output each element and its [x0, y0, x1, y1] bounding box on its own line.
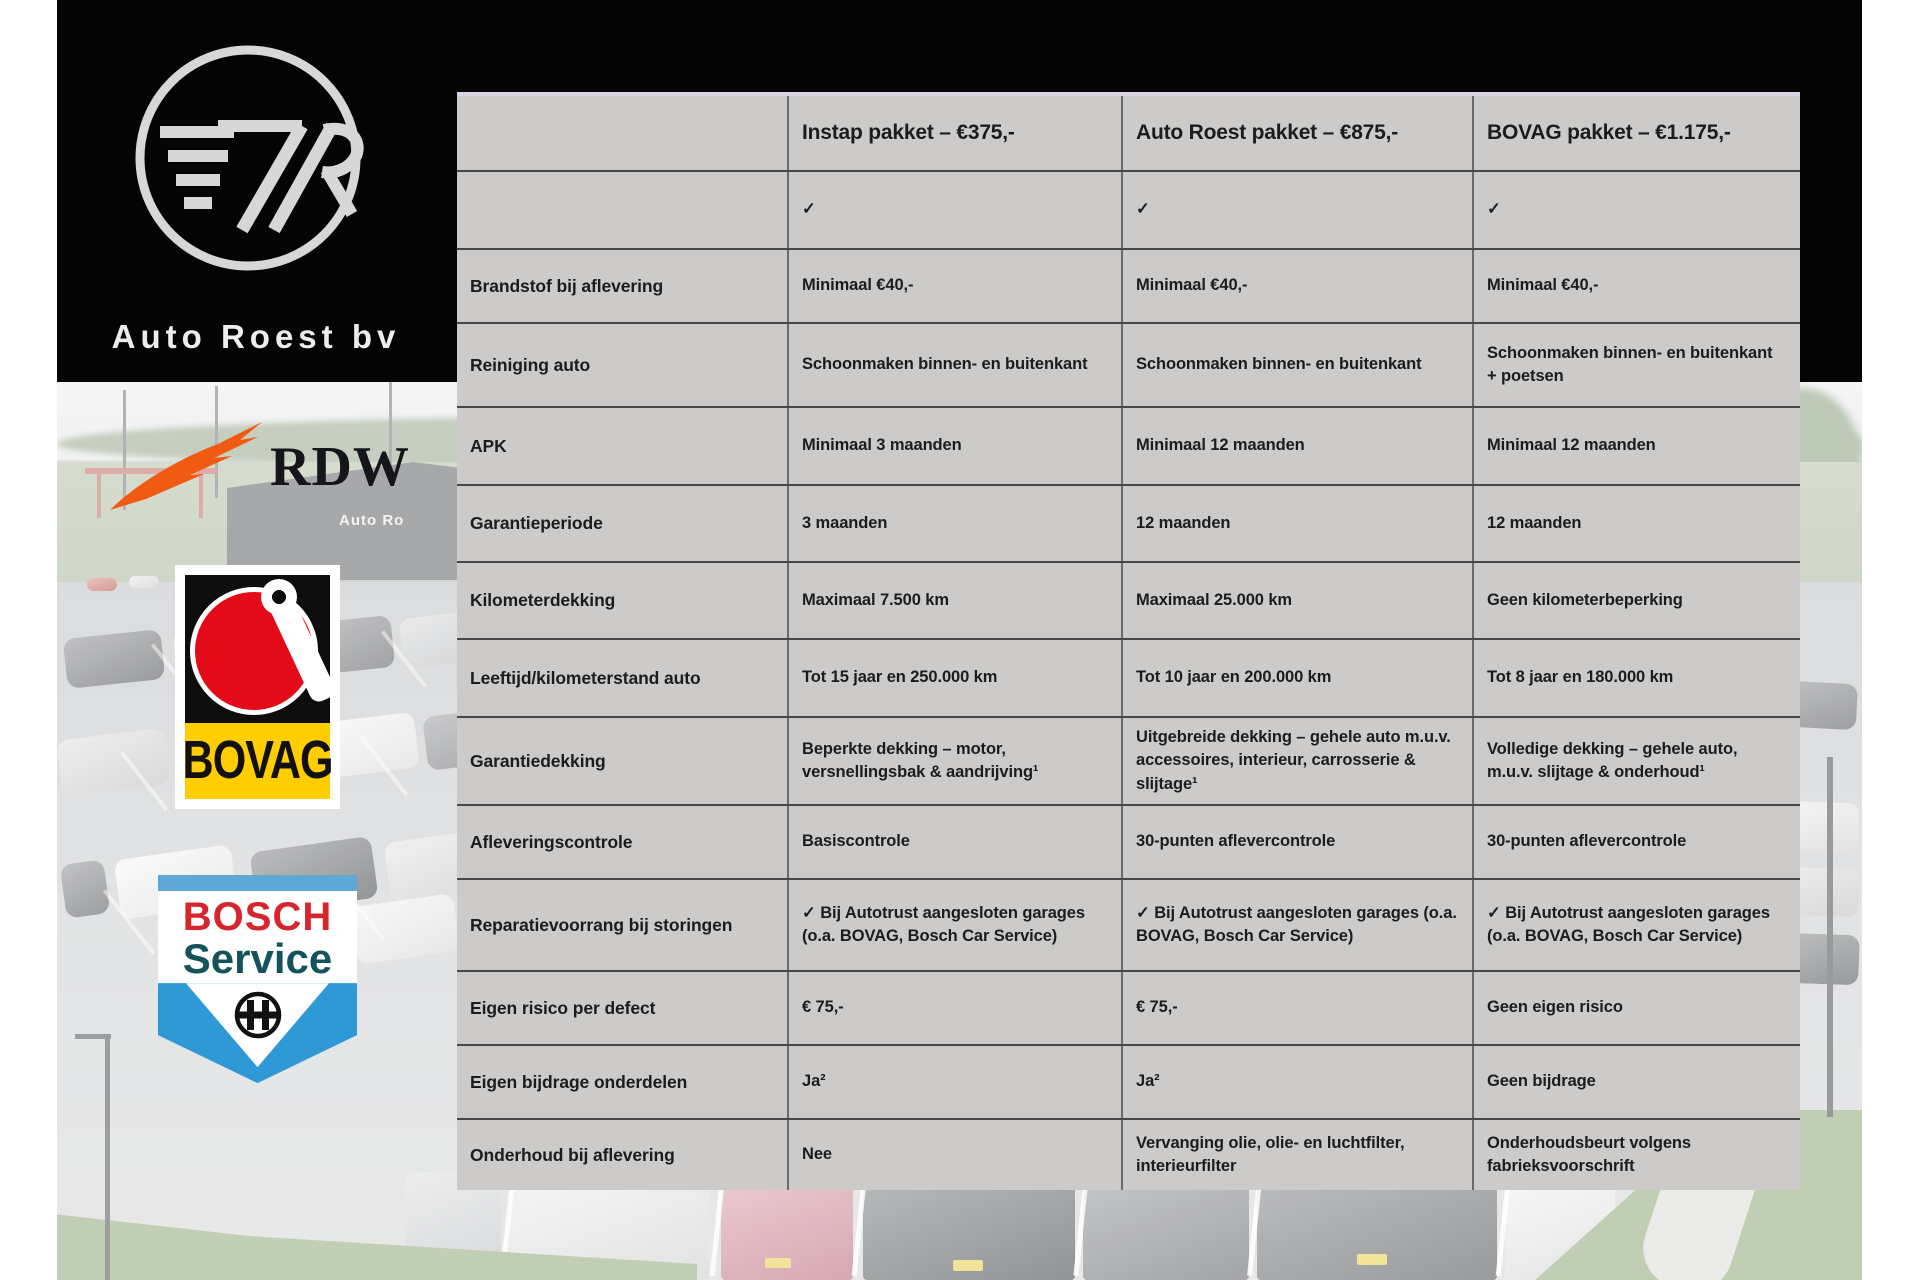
row-label: Afleveringscontrole	[457, 806, 787, 878]
table-row: Brandstof bij aflevering Minimaal €40,- Mi…	[457, 248, 1800, 322]
row-label: APK	[457, 408, 787, 484]
table-row: APK Minimaal 3 maanden Minimaal 12 maanden…	[457, 406, 1800, 484]
table-cell: ✓	[787, 172, 1121, 248]
table-cell: 3 maanden	[787, 486, 1121, 561]
table-row: Leeftijd/kilometerstand auto Tot 15 jaar …	[457, 638, 1800, 716]
table-cell: ✓	[1472, 172, 1800, 248]
row-label: Eigen bijdrage onderdelen	[457, 1046, 787, 1118]
bosch-service-wordmark: Service	[182, 935, 333, 982]
table-cell: ✓ Bij Autotrust aangesloten garages (o.a…	[1472, 880, 1800, 970]
bosch-wordmark: BOSCH	[182, 895, 333, 939]
table-cell: Onderhoudsbeurt volgens fabrieksvoorschr…	[1472, 1120, 1800, 1190]
table-cell: € 75,-	[1121, 972, 1472, 1044]
table-cell: Basiscontrole	[787, 806, 1121, 878]
table-cell: € 75,-	[787, 972, 1121, 1044]
table-cell: Nee	[787, 1120, 1121, 1190]
row-label: Garantieperiode	[457, 486, 787, 561]
table-cell: Minimaal €40,-	[1472, 250, 1800, 322]
package-comparison-table: Instap pakket – €375,- Auto Roest pakket …	[457, 92, 1800, 1190]
table-row: Garantieperiode 3 maanden 12 maanden 12 maa…	[457, 484, 1800, 561]
table-cell: Geen bijdrage	[1472, 1046, 1800, 1118]
column-header: BOVAG pakket – €1.175,-	[1472, 96, 1800, 170]
table-cell: ✓ Bij Autotrust aangesloten garages (o.a…	[787, 880, 1121, 970]
bosch-service-logo: BOSCH Service	[158, 875, 357, 1084]
table-cell: Minimaal €40,-	[1121, 250, 1472, 322]
table-cell: Beperkte dekking – motor, versnellingsba…	[787, 718, 1121, 804]
table-cell: Schoonmaken binnen- en buitenkant	[787, 324, 1121, 406]
table-row: Reiniging auto Schoonmaken binnen- en bui…	[457, 322, 1800, 406]
bovag-band: BOVAG	[182, 723, 333, 799]
table-cell: Minimaal 12 maanden	[1121, 408, 1472, 484]
table-cell: Minimaal 3 maanden	[787, 408, 1121, 484]
table-row: Instap pakket – €375,- Auto Roest pakket …	[457, 96, 1800, 170]
table-row: Eigen risico per defect € 75,- € 75,- Geen …	[457, 970, 1800, 1044]
bosch-sign-bottom	[158, 983, 357, 1084]
table-cell: Ja²	[787, 1046, 1121, 1118]
table-row: Reparatievoorrang bij storingen ✓ Bij Aut…	[457, 878, 1800, 970]
rdw-wordmark: RDW	[270, 436, 410, 498]
table-cell: 12 maanden	[1472, 486, 1800, 561]
bovag-wordmark: BOVAG	[182, 730, 333, 791]
auto-roest-monogram-icon	[135, 45, 364, 271]
table-cell: 12 maanden	[1121, 486, 1472, 561]
table-cell: Schoonmaken binnen- en buitenkant	[1121, 324, 1472, 406]
table-row: ✓ ✓ ✓	[457, 170, 1800, 248]
row-label: Onderhoud bij aflevering	[457, 1120, 787, 1190]
table-cell: 30-punten aflevercontrole	[1121, 806, 1472, 878]
table-cell: Uitgebreide dekking – gehele auto m.u.v.…	[1121, 718, 1472, 804]
rdw-flame-icon	[110, 422, 262, 510]
bovag-donut	[261, 579, 297, 615]
table-cell: Geen kilometerbeperking	[1472, 563, 1800, 638]
table-cell: 30-punten aflevercontrole	[1472, 806, 1800, 878]
table-cell: Tot 10 jaar en 200.000 km	[1121, 640, 1472, 716]
table-cell: Volledige dekking – gehele auto, m.u.v. …	[1472, 718, 1800, 804]
bovag-symbol-icon	[185, 575, 330, 723]
table-cell: Vervanging olie, olie- en luchtfilter, i…	[1121, 1120, 1472, 1190]
row-label: Eigen risico per defect	[457, 972, 787, 1044]
table-cell: Maximaal 25.000 km	[1121, 563, 1472, 638]
bosch-top-strip	[158, 875, 357, 891]
column-header: Instap pakket – €375,-	[787, 96, 1121, 170]
row-label: Reiniging auto	[457, 324, 787, 406]
table-cell: Tot 8 jaar en 180.000 km	[1472, 640, 1800, 716]
row-label: Garantiedekking	[457, 718, 787, 804]
column-header: Auto Roest pakket – €875,-	[1121, 96, 1472, 170]
table-row: Afleveringscontrole Basiscontrole 30-punte…	[457, 804, 1800, 878]
table-row: Garantiedekking Beperkte dekking – motor,…	[457, 716, 1800, 804]
company-name: Auto Roest bv	[111, 318, 401, 355]
table-cell: ✓	[1121, 172, 1472, 248]
corner-cell	[457, 96, 787, 170]
table-cell: Ja²	[1121, 1046, 1472, 1118]
table-row: Kilometerdekking Maximaal 7.500 km Maximaa…	[457, 561, 1800, 638]
table-cell: Schoonmaken binnen- en buitenkant + poet…	[1472, 324, 1800, 406]
table-cell: Minimaal €40,-	[787, 250, 1121, 322]
table-cell: Tot 15 jaar en 250.000 km	[787, 640, 1121, 716]
row-label	[457, 172, 787, 248]
bosch-armature-icon	[234, 991, 281, 1039]
table-row: Onderhoud bij aflevering Nee Vervanging ol…	[457, 1118, 1800, 1190]
table-cell: Maximaal 7.500 km	[787, 563, 1121, 638]
row-label: Kilometerdekking	[457, 563, 787, 638]
bovag-logo: BOVAG	[175, 565, 340, 809]
rdw-logo: RDW	[106, 418, 410, 514]
row-label: Brandstof bij aflevering	[457, 250, 787, 322]
table-cell: Geen eigen risico	[1472, 972, 1800, 1044]
table-cell: Minimaal 12 maanden	[1472, 408, 1800, 484]
table-row: Eigen bijdrage onderdelen Ja² Ja² Geen bijd…	[457, 1044, 1800, 1118]
row-label: Leeftijd/kilometerstand auto	[457, 640, 787, 716]
table-cell: ✓ Bij Autotrust aangesloten garages (o.a…	[1121, 880, 1472, 970]
row-label: Reparatievoorrang bij storingen	[457, 880, 787, 970]
bosch-sign-body: BOSCH Service	[158, 891, 357, 984]
